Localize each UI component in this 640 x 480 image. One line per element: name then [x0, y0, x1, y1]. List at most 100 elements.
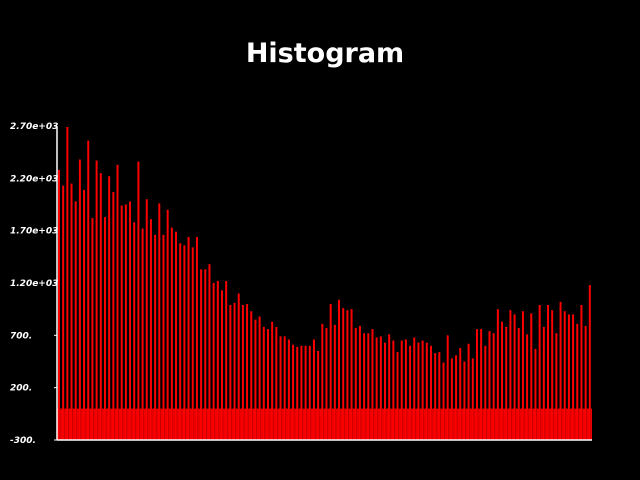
histogram-bar	[137, 161, 140, 440]
histogram-bar	[509, 310, 512, 440]
histogram-bar	[175, 231, 178, 440]
histogram-bar	[112, 191, 115, 440]
histogram-bar	[547, 304, 549, 440]
y-tick-label: 200.	[10, 384, 32, 394]
histogram-bar	[262, 326, 265, 440]
histogram-bar	[526, 334, 529, 440]
histogram-bar	[70, 183, 73, 440]
histogram-bar	[258, 316, 261, 440]
histogram-bar	[551, 310, 554, 440]
histogram-bar	[129, 201, 132, 440]
histogram-bar	[559, 301, 562, 440]
histogram-bar	[166, 209, 169, 440]
histogram-bar	[300, 345, 303, 440]
histogram-bar	[567, 314, 570, 440]
histogram-bar	[342, 308, 345, 440]
histogram-bar	[576, 323, 579, 440]
histogram-bar	[475, 329, 478, 440]
histogram-bar	[471, 358, 474, 440]
histogram-bar	[74, 201, 77, 440]
histogram-bar	[346, 310, 349, 440]
histogram-bar	[434, 353, 437, 440]
histogram-bar	[375, 337, 378, 440]
histogram-bar	[413, 337, 416, 440]
y-tick-label: 700.	[10, 331, 32, 341]
histogram-bar	[208, 264, 211, 440]
histogram-bar	[120, 205, 123, 440]
histogram-bar	[417, 342, 420, 440]
histogram-bar	[446, 335, 449, 440]
histogram-bar	[501, 321, 504, 440]
histogram-bar	[317, 351, 320, 440]
histogram-bar	[358, 325, 361, 440]
histogram-bar	[530, 313, 533, 440]
histogram-bar	[484, 345, 487, 440]
histogram-bar	[183, 245, 186, 440]
histogram-bar	[534, 348, 537, 440]
histogram-bar	[145, 199, 148, 440]
histogram-bar	[195, 236, 198, 440]
histogram-bar	[304, 345, 307, 440]
histogram-bar	[442, 362, 445, 440]
histogram-bar	[266, 329, 269, 440]
histogram-bar	[124, 204, 127, 440]
histogram-bar	[204, 269, 207, 440]
histogram-bar	[133, 222, 136, 440]
histogram-bar	[588, 285, 591, 440]
histogram-bar	[179, 243, 182, 440]
histogram-bar	[325, 328, 328, 440]
histogram-bar	[287, 339, 290, 440]
histogram-bar	[279, 336, 282, 440]
histogram-bar	[333, 324, 336, 440]
histogram-bar	[580, 304, 583, 440]
histogram-bar	[103, 217, 106, 440]
histogram-bar	[83, 189, 86, 440]
histogram-bar	[459, 347, 462, 440]
histogram-bar	[241, 304, 244, 440]
histogram-bar	[58, 169, 60, 440]
histogram-bar	[292, 344, 295, 440]
histogram-bar	[216, 280, 219, 440]
histogram-bar	[62, 185, 65, 440]
histogram-bar	[450, 358, 453, 440]
histogram-bar	[108, 176, 111, 441]
y-tick-label: -300.	[10, 436, 36, 446]
y-tick-label: 1.70e+03	[10, 227, 58, 237]
histogram-bar	[141, 228, 144, 440]
histogram-bar	[492, 333, 495, 440]
histogram-bar	[308, 345, 311, 440]
histogram-bar	[250, 311, 253, 440]
histogram-bar	[542, 326, 545, 440]
y-tick-label: 2.20e+03	[10, 174, 58, 184]
histogram-bar	[191, 247, 194, 440]
histogram-bar	[455, 355, 458, 440]
histogram-bar	[488, 331, 491, 440]
histogram-bar	[388, 334, 391, 440]
histogram-bar	[463, 361, 466, 440]
histogram-bar	[467, 343, 470, 440]
histogram-bar	[409, 345, 412, 440]
histogram-bar	[400, 340, 403, 440]
histogram-bar	[538, 304, 541, 440]
histogram-bar	[162, 234, 165, 440]
histogram-bar	[350, 309, 353, 440]
histogram-bar	[521, 311, 524, 440]
histogram-bar	[404, 339, 407, 440]
histogram-bar	[237, 293, 240, 440]
histogram-bar	[296, 346, 299, 440]
histogram-bar	[517, 328, 520, 440]
histogram-bar	[246, 303, 249, 440]
histogram-bar	[496, 309, 499, 440]
histogram-bar	[505, 326, 508, 440]
y-tick-label: 1.20e+03	[10, 279, 58, 289]
histogram-bar	[229, 304, 232, 440]
histogram-bar	[66, 127, 69, 441]
baseline-band	[57, 408, 592, 440]
histogram-bar	[99, 173, 102, 440]
histogram-bar	[354, 328, 357, 440]
histogram-bar	[78, 159, 81, 441]
histogram-bar	[91, 218, 94, 440]
histogram-bar	[555, 333, 558, 440]
histogram-bar	[421, 340, 424, 440]
